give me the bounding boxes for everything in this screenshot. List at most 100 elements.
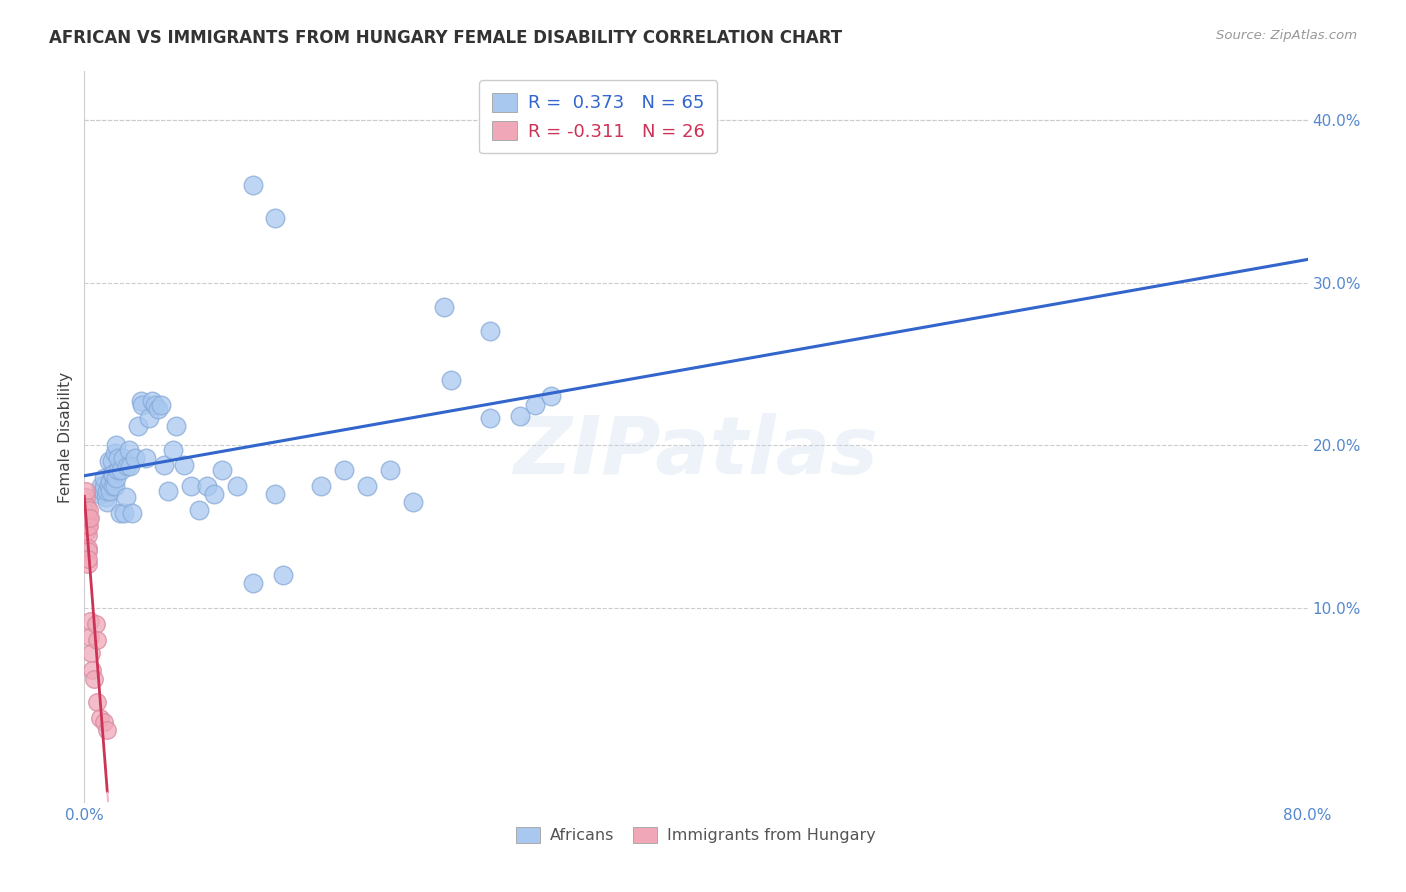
- Text: ZIPatlas: ZIPatlas: [513, 413, 879, 491]
- Point: [380, 462, 402, 476]
- Point: [478, 410, 501, 425]
- Point: [105, 471, 128, 485]
- Point: [77, 557, 100, 571]
- Point: [89, 487, 111, 501]
- Point: [79, 511, 101, 525]
- Point: [97, 454, 120, 468]
- Point: [101, 467, 124, 482]
- Point: [98, 474, 121, 488]
- Point: [76, 519, 98, 533]
- Point: [107, 451, 129, 466]
- Point: [165, 418, 187, 433]
- Point: [242, 178, 264, 193]
- Point: [86, 633, 108, 648]
- Point: [76, 500, 98, 514]
- Point: [96, 495, 118, 509]
- Point: [76, 524, 98, 539]
- Point: [77, 541, 100, 555]
- Point: [76, 509, 98, 524]
- Point: [146, 402, 169, 417]
- Point: [76, 511, 98, 525]
- Point: [509, 409, 531, 423]
- Point: [540, 389, 562, 403]
- Point: [90, 479, 112, 493]
- Point: [80, 646, 103, 660]
- Point: [138, 410, 160, 425]
- Point: [83, 673, 105, 687]
- Point: [86, 695, 108, 709]
- Point: [333, 462, 356, 476]
- Point: [77, 552, 100, 566]
- Point: [76, 507, 98, 521]
- Point: [157, 483, 180, 498]
- Point: [75, 490, 97, 504]
- Point: [103, 467, 125, 482]
- Point: [180, 479, 202, 493]
- Point: [131, 398, 153, 412]
- Point: [77, 519, 100, 533]
- Point: [129, 394, 152, 409]
- Point: [114, 490, 136, 504]
- Point: [202, 487, 225, 501]
- Text: Source: ZipAtlas.com: Source: ZipAtlas.com: [1216, 29, 1357, 42]
- Point: [89, 711, 111, 725]
- Legend: Africans, Immigrants from Hungary: Africans, Immigrants from Hungary: [510, 821, 882, 850]
- Point: [111, 451, 134, 466]
- Point: [98, 483, 121, 498]
- Point: [84, 617, 107, 632]
- Point: [96, 723, 118, 737]
- Point: [101, 454, 124, 468]
- Point: [124, 451, 146, 466]
- Point: [195, 479, 218, 493]
- Point: [440, 373, 463, 387]
- Point: [105, 438, 128, 452]
- Point: [80, 663, 103, 677]
- Point: [143, 398, 166, 412]
- Point: [77, 511, 100, 525]
- Point: [226, 479, 249, 493]
- Point: [108, 507, 131, 521]
- Point: [103, 479, 125, 493]
- Point: [478, 325, 501, 339]
- Point: [75, 483, 97, 498]
- Point: [96, 483, 118, 498]
- Point: [110, 462, 132, 476]
- Point: [104, 446, 127, 460]
- Point: [135, 451, 157, 466]
- Point: [104, 479, 127, 493]
- Point: [94, 490, 117, 504]
- Point: [91, 483, 114, 498]
- Point: [76, 511, 98, 525]
- Point: [79, 630, 101, 644]
- Point: [153, 458, 176, 472]
- Point: [77, 503, 100, 517]
- Point: [264, 487, 287, 501]
- Point: [242, 576, 264, 591]
- Point: [79, 614, 101, 628]
- Point: [97, 479, 120, 493]
- Point: [402, 495, 425, 509]
- Point: [112, 507, 135, 521]
- Point: [121, 507, 143, 521]
- Point: [211, 462, 233, 476]
- Point: [93, 714, 115, 729]
- Point: [524, 398, 547, 412]
- Point: [356, 479, 378, 493]
- Point: [264, 211, 287, 225]
- Text: AFRICAN VS IMMIGRANTS FROM HUNGARY FEMALE DISABILITY CORRELATION CHART: AFRICAN VS IMMIGRANTS FROM HUNGARY FEMAL…: [49, 29, 842, 46]
- Point: [76, 527, 98, 541]
- Point: [149, 398, 172, 412]
- Point: [173, 458, 195, 472]
- Point: [433, 300, 456, 314]
- Point: [76, 511, 98, 525]
- Point: [311, 479, 333, 493]
- Point: [107, 462, 129, 476]
- Point: [127, 418, 149, 433]
- Point: [93, 471, 115, 485]
- Point: [118, 443, 141, 458]
- Point: [271, 568, 294, 582]
- Point: [93, 479, 115, 493]
- Point: [120, 459, 142, 474]
- Point: [115, 459, 138, 474]
- Point: [162, 443, 184, 458]
